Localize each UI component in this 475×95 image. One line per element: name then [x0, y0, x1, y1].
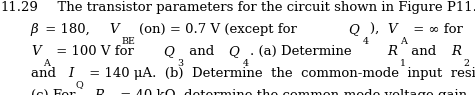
Text: 3: 3	[177, 59, 183, 68]
Text: = 100 V for: = 100 V for	[52, 45, 138, 58]
Text: R: R	[94, 89, 104, 95]
Text: Q: Q	[163, 45, 174, 58]
Text: Q: Q	[228, 45, 239, 58]
Text: A: A	[400, 37, 407, 46]
Text: . (a) Determine: . (a) Determine	[250, 45, 356, 58]
Text: = 40 kΩ, determine the common-mode voltage gain.: = 40 kΩ, determine the common-mode volta…	[116, 89, 471, 95]
Text: such that: such that	[471, 45, 475, 58]
Text: R: R	[387, 45, 397, 58]
Text: and: and	[185, 45, 218, 58]
Text: (c) For: (c) For	[31, 89, 80, 95]
Text: BE: BE	[122, 37, 135, 46]
Text: R: R	[451, 45, 461, 58]
Text: 4: 4	[243, 59, 248, 68]
Text: = ∞ for: = ∞ for	[409, 23, 467, 36]
Text: Q: Q	[76, 80, 83, 89]
Text: Q: Q	[349, 23, 360, 36]
Text: V: V	[31, 45, 40, 58]
Text: = 140 μA.  (b)  Determine  the  common-mode  input  resistance.: = 140 μA. (b) Determine the common-mode …	[86, 67, 475, 80]
Text: 4: 4	[362, 37, 369, 46]
Text: A: A	[43, 59, 50, 68]
Text: 11.29: 11.29	[0, 1, 38, 14]
Text: and: and	[31, 67, 60, 80]
Text: V: V	[109, 23, 119, 36]
Text: β: β	[31, 23, 38, 36]
Text: I: I	[68, 67, 74, 80]
Text: V: V	[388, 23, 398, 36]
Text: (on) = 0.7 V (except for: (on) = 0.7 V (except for	[140, 23, 302, 36]
Text: 2: 2	[464, 59, 470, 68]
Text: ),: ),	[370, 23, 384, 36]
Text: 1: 1	[400, 59, 406, 68]
Text: = 180,: = 180,	[41, 23, 94, 36]
Text: and: and	[408, 45, 441, 58]
Text: The transistor parameters for the circuit shown in Figure P11.29 are: The transistor parameters for the circui…	[49, 1, 475, 14]
